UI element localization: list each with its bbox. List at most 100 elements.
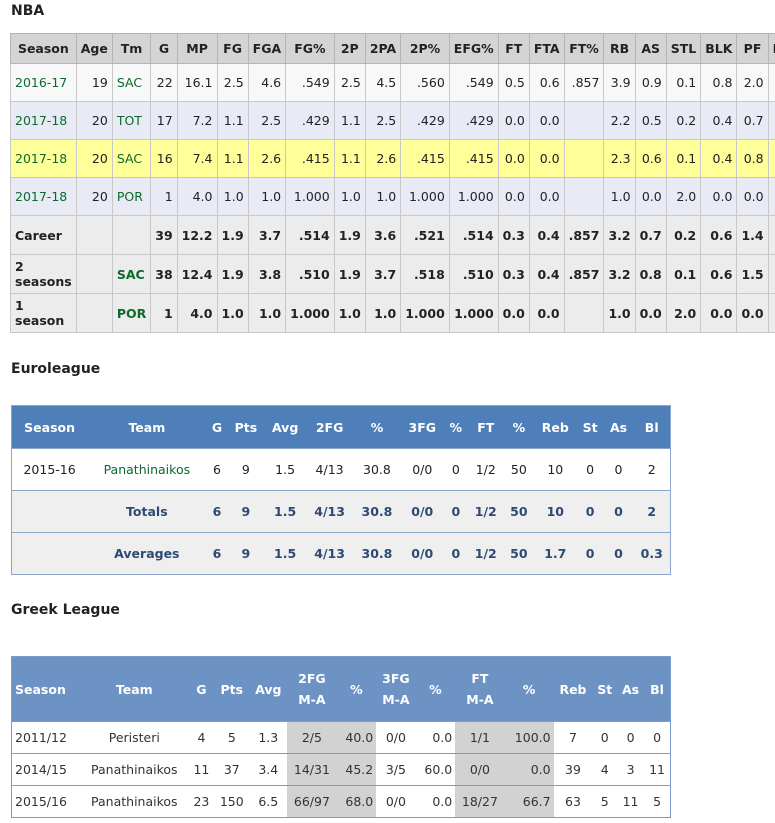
column-header[interactable]: FG — [216, 33, 249, 64]
stat-cell: 4.2 — [767, 254, 775, 294]
stat-cell: 11 — [188, 753, 215, 786]
column-header-label: FT — [471, 671, 489, 686]
stat-cell: 3.2 — [603, 215, 636, 255]
column-header: % — [443, 405, 468, 449]
team-cell[interactable]: TOT — [111, 101, 152, 140]
stat-cell: 1/1 — [455, 721, 505, 754]
column-header[interactable]: 2P% — [400, 33, 450, 64]
stat-cell: 1.5 — [264, 532, 306, 575]
column-header[interactable]: 2P — [333, 33, 366, 64]
column-header[interactable]: 2PA — [364, 33, 402, 64]
stat-cell: 1/2 — [467, 448, 504, 491]
column-header[interactable]: FT% — [563, 33, 605, 64]
stat-cell: 1.0 — [333, 177, 366, 216]
column-header[interactable]: MP — [176, 33, 218, 64]
stat-cell: 0.7 — [736, 101, 769, 140]
column-header: Bl — [633, 405, 671, 449]
season-cell[interactable]: 2015-16 — [11, 448, 88, 491]
stat-cell: 17 — [150, 101, 178, 140]
season-cell[interactable]: 2016-17 — [10, 63, 77, 102]
column-header[interactable]: FTA — [528, 33, 565, 64]
table-row: 2017-18 20 TOT 17 7.2 1.1 2.5.429 1.1 2.5.429.42… — [10, 101, 775, 140]
column-header[interactable]: AS — [634, 33, 667, 64]
table-row: 2015/16 Panathinaikos 23 150 6.5 66/97 68.0 0/0… — [11, 785, 671, 818]
stat-cell: 5.6 — [767, 63, 775, 102]
stat-cell: 20 — [75, 177, 113, 216]
season-cell[interactable]: 2017-18 — [10, 177, 77, 216]
stat-cell: 0 — [576, 448, 604, 491]
column-header[interactable]: G — [150, 33, 178, 64]
column-header[interactable]: BLK — [700, 33, 738, 64]
stat-cell: 19 — [75, 63, 113, 102]
stat-cell: 0.5 — [497, 63, 530, 102]
column-header: % — [336, 656, 377, 722]
stat-cell: 0.4 — [528, 215, 565, 255]
column-header: As — [616, 656, 645, 722]
column-header[interactable]: PF — [736, 33, 769, 64]
stat-cell: 39 — [150, 215, 178, 255]
column-header[interactable]: PTS — [767, 33, 775, 64]
stat-cell: 0/0 — [400, 532, 444, 575]
team-cell[interactable]: SAC — [111, 139, 152, 178]
summary-label: 2 seasons — [10, 254, 77, 294]
team-cell — [111, 215, 152, 255]
team-cell: Totals — [87, 490, 207, 533]
stat-cell: 1.3 — [249, 721, 288, 754]
column-header: Bl — [644, 656, 671, 722]
stat-cell: 0.0 — [528, 139, 565, 178]
stat-cell: 0/0 — [376, 721, 416, 754]
stat-cell: 12.2 — [176, 215, 218, 255]
stat-cell: 0.9 — [634, 63, 667, 102]
column-header: St — [576, 405, 604, 449]
season-cell[interactable]: 2017-18 — [10, 101, 77, 140]
column-header[interactable]: RB — [603, 33, 636, 64]
greek-league-stats-table: Season Team G Pts Avg 2FG M-A% 3FG M-A% FT M-A% Reb… — [11, 656, 671, 818]
stat-cell — [563, 101, 605, 140]
stat-cell: .429 — [400, 101, 450, 140]
column-header[interactable]: EFG% — [448, 33, 499, 64]
column-header: Team — [87, 405, 207, 449]
column-header[interactable]: FT — [497, 33, 530, 64]
stat-cell: 2/5 — [287, 721, 337, 754]
season-cell: 2011/12 — [11, 721, 81, 754]
stat-cell: 30.8 — [353, 532, 401, 575]
column-header: Season — [11, 405, 88, 449]
team-cell[interactable]: SAC — [111, 254, 152, 294]
summary-label: Career — [10, 215, 77, 255]
stat-cell: 0.4 — [700, 101, 738, 140]
stat-cell: 30.8 — [353, 490, 401, 533]
stat-cell: 2.5 — [216, 63, 249, 102]
stat-cell: 100.0 — [504, 721, 554, 754]
stat-cell: 50 — [503, 448, 534, 491]
team-cell[interactable]: Panathinaikos — [87, 448, 207, 491]
stat-cell: 0.8 — [700, 63, 738, 102]
stat-cell: 12.4 — [176, 254, 218, 294]
stat-cell: 66/97 — [287, 785, 337, 818]
stat-cell: 0.8 — [634, 254, 667, 294]
column-header-label: Team — [115, 681, 153, 697]
season-cell[interactable]: 2017-18 — [10, 139, 77, 178]
team-cell[interactable]: SAC — [111, 63, 152, 102]
stat-cell: 50 — [503, 490, 534, 533]
season-cell — [11, 490, 88, 533]
column-header[interactable]: Season — [10, 33, 77, 64]
column-header[interactable]: FG% — [285, 33, 335, 64]
stat-cell: 0.0 — [497, 177, 530, 216]
stat-cell: 1.4 — [736, 215, 769, 255]
stat-cell: .415 — [400, 139, 450, 178]
stat-cell: .521 — [400, 215, 450, 255]
team-cell[interactable]: POR — [111, 293, 152, 333]
column-header[interactable]: STL — [665, 33, 702, 64]
stat-cell: 0.0 — [497, 139, 530, 178]
stat-cell: 1.1 — [216, 139, 249, 178]
column-header[interactable]: FGA — [247, 33, 287, 64]
column-header[interactable]: Tm — [111, 33, 152, 64]
column-subheader: M-A — [382, 692, 410, 707]
column-header[interactable]: Age — [75, 33, 113, 64]
stat-cell: 0 — [592, 721, 617, 754]
stat-cell: 39 — [553, 753, 593, 786]
season-cell: 2014/15 — [11, 753, 81, 786]
stat-cell: 4.6 — [247, 63, 287, 102]
team-cell[interactable]: POR — [111, 177, 152, 216]
stat-cell: 1.5 — [264, 448, 306, 491]
